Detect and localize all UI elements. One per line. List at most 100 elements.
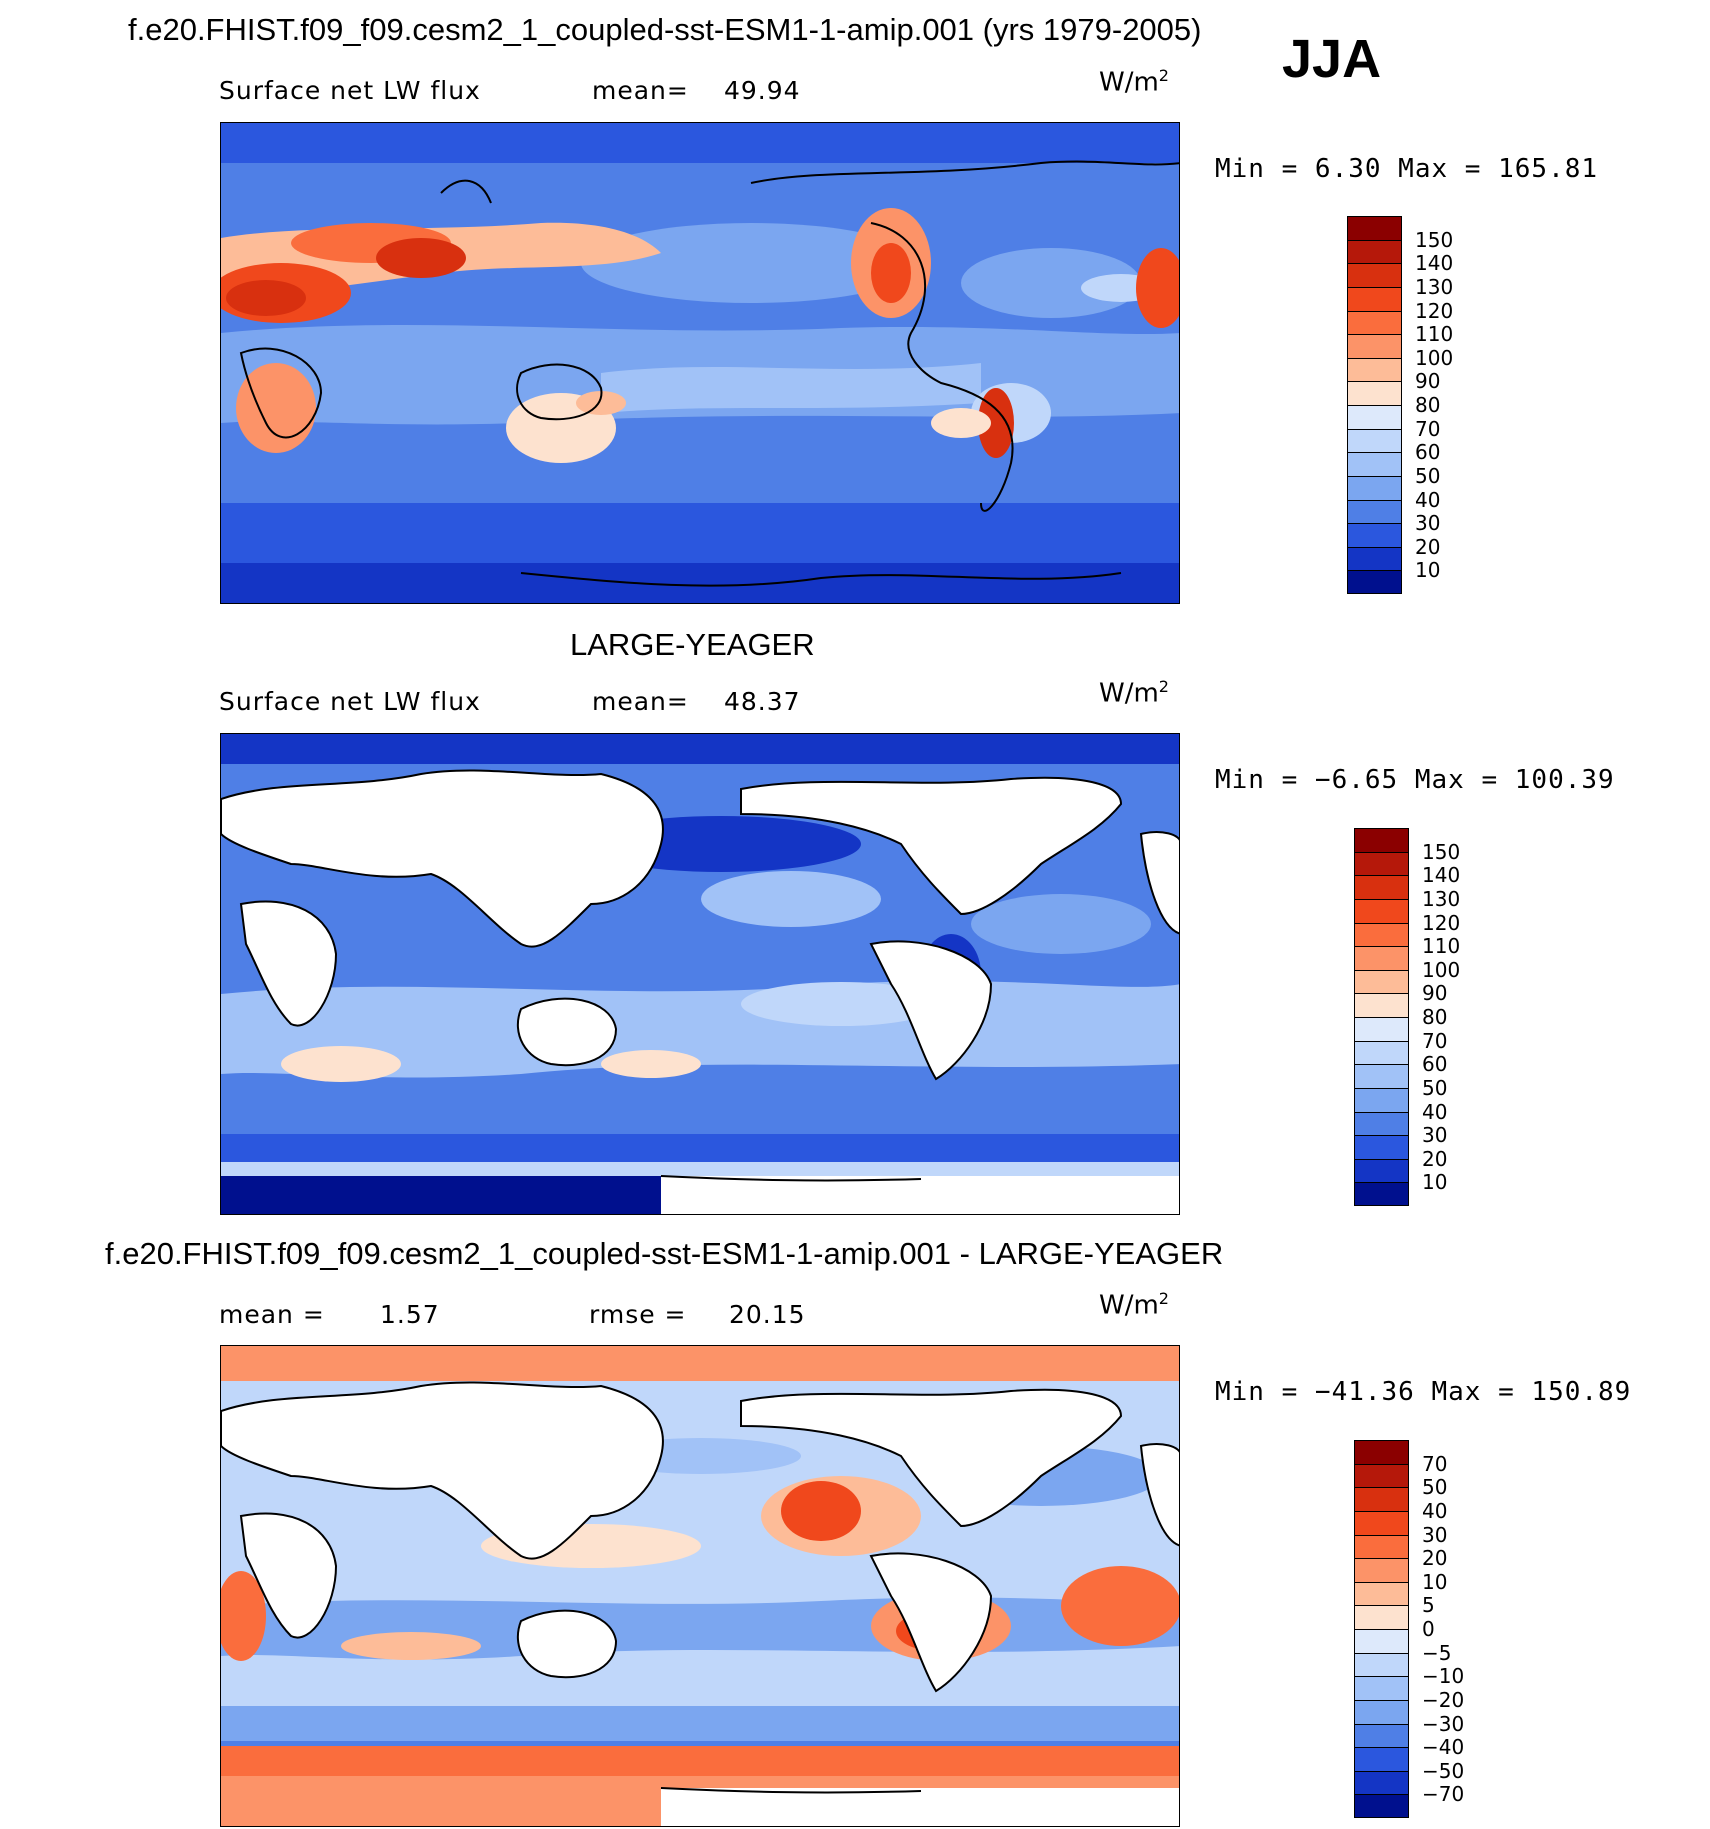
colorbar-tick-label: 40 xyxy=(1422,1099,1448,1124)
panel2-mean-label: mean= xyxy=(592,687,689,716)
colorbar-swatch xyxy=(1354,1558,1409,1582)
colorbar-swatch xyxy=(1354,1510,1409,1535)
colorbar-swatch xyxy=(1347,452,1402,476)
colorbar-tick-label: 50 xyxy=(1422,1475,1448,1500)
colorbar-tick-label: 90 xyxy=(1415,369,1441,394)
panel2-mean-value: 48.37 xyxy=(724,687,801,716)
colorbar-tick-label: 10 xyxy=(1422,1170,1448,1195)
colorbar-tick-label: 10 xyxy=(1415,558,1441,583)
colorbar-swatch xyxy=(1354,993,1409,1017)
colorbar-tick-label: 100 xyxy=(1422,957,1461,982)
colorbar-swatch xyxy=(1354,1182,1409,1206)
colorbar-tick-label: 20 xyxy=(1422,1146,1448,1171)
colorbar-swatch xyxy=(1354,898,1409,923)
colorbar-tick-label: 50 xyxy=(1422,1075,1448,1100)
colorbar-tick-label: 150 xyxy=(1422,839,1461,864)
colorbar-tick-label: 130 xyxy=(1422,886,1461,911)
colorbar-swatch xyxy=(1347,216,1402,240)
colorbar-tick-label: 150 xyxy=(1415,227,1454,252)
colorbar-tick-label: 80 xyxy=(1422,1005,1448,1029)
colorbar-tick-label: 20 xyxy=(1415,534,1441,559)
colorbar-tick-label: 40 xyxy=(1422,1498,1448,1523)
colorbar-tick-label: 70 xyxy=(1422,1028,1448,1053)
colorbar-swatch xyxy=(1347,381,1402,405)
colorbar-tick-label: 90 xyxy=(1422,981,1448,1006)
panel1-variable: Surface net LW flux xyxy=(219,76,481,105)
colorbar-tick-label: 70 xyxy=(1415,416,1441,441)
colorbar-tick-label: 40 xyxy=(1415,487,1441,512)
colorbar-swatch xyxy=(1347,570,1402,594)
colorbar-swatch xyxy=(1347,499,1402,524)
panel3-map xyxy=(220,1345,1180,1827)
colorbar-swatch xyxy=(1354,1463,1409,1488)
colorbar-tick-label: 120 xyxy=(1415,298,1454,323)
panel2-map xyxy=(220,733,1180,1215)
colorbar-swatch xyxy=(1354,1440,1409,1464)
colorbar-tick-label: 30 xyxy=(1415,511,1441,536)
colorbar-swatch xyxy=(1354,1770,1409,1795)
colorbar-swatch xyxy=(1354,875,1409,899)
colorbar-swatch xyxy=(1354,1135,1409,1159)
panel3-units: W/m2 xyxy=(1099,1289,1169,1321)
colorbar-swatch xyxy=(1354,1629,1409,1653)
colorbar-tick-label: 110 xyxy=(1415,322,1454,347)
colorbar-tick-label: 60 xyxy=(1415,440,1441,465)
colorbar-tick-label: 10 xyxy=(1422,1569,1448,1594)
colorbar-swatch xyxy=(1354,1794,1409,1818)
colorbar-swatch xyxy=(1354,1040,1409,1065)
colorbar-swatch xyxy=(1354,1723,1409,1748)
colorbar-tick-label: 140 xyxy=(1415,251,1454,276)
panel2-colorbar xyxy=(1354,828,1409,1206)
colorbar-tick-label: −50 xyxy=(1422,1758,1465,1783)
colorbar-swatch xyxy=(1354,922,1409,947)
panel2-variable: Surface net LW flux xyxy=(219,687,481,716)
colorbar-swatch xyxy=(1354,1017,1409,1041)
panel3-colorbar xyxy=(1354,1440,1409,1818)
colorbar-swatch xyxy=(1347,334,1402,358)
panel3-rmse-label: rmse = xyxy=(589,1300,687,1329)
colorbar-swatch xyxy=(1354,1111,1409,1136)
colorbar-swatch xyxy=(1354,1158,1409,1183)
colorbar-swatch xyxy=(1354,1581,1409,1606)
colorbar-tick-label: −20 xyxy=(1422,1687,1465,1712)
panel1-mean-value: 49.94 xyxy=(724,76,801,105)
colorbar-tick-label: 20 xyxy=(1422,1546,1448,1571)
panel1-colorbar xyxy=(1347,216,1402,594)
colorbar-swatch xyxy=(1354,969,1409,994)
colorbar-swatch xyxy=(1354,1534,1409,1559)
colorbar-tick-label: −30 xyxy=(1422,1711,1465,1736)
panel3-mean-label: mean = xyxy=(219,1300,325,1329)
panel1-units: W/m2 xyxy=(1099,66,1169,98)
colorbar-swatch xyxy=(1347,263,1402,287)
colorbar-swatch xyxy=(1354,1064,1409,1088)
colorbar-swatch xyxy=(1354,1652,1409,1677)
colorbar-tick-label: 70 xyxy=(1422,1451,1448,1476)
season-label: JJA xyxy=(1282,29,1382,89)
panel1-mean-label: mean= xyxy=(592,76,689,105)
panel1-title: f.e20.FHIST.f09_f09.cesm2_1_coupled-sst-… xyxy=(128,12,1202,47)
colorbar-swatch xyxy=(1347,523,1402,547)
panel3-title: f.e20.FHIST.f09_f09.cesm2_1_coupled-sst-… xyxy=(105,1236,1224,1271)
colorbar-swatch xyxy=(1347,428,1402,453)
colorbar-swatch xyxy=(1354,1699,1409,1724)
colorbar-swatch xyxy=(1347,310,1402,335)
colorbar-tick-label: −40 xyxy=(1422,1735,1465,1760)
colorbar-swatch xyxy=(1347,405,1402,429)
colorbar-swatch xyxy=(1354,1676,1409,1700)
colorbar-tick-label: 110 xyxy=(1422,934,1461,959)
panel2-title: LARGE-YEAGER xyxy=(570,627,815,662)
colorbar-tick-label: 80 xyxy=(1415,393,1441,417)
colorbar-tick-label: 0 xyxy=(1422,1617,1435,1641)
colorbar-tick-label: −10 xyxy=(1422,1664,1465,1689)
colorbar-swatch xyxy=(1347,475,1402,500)
colorbar-swatch xyxy=(1354,828,1409,852)
colorbar-swatch xyxy=(1347,286,1402,311)
colorbar-swatch xyxy=(1347,357,1402,382)
panel3-min-max: Min = −41.36 Max = 150.89 xyxy=(1215,1377,1632,1407)
colorbar-swatch xyxy=(1354,1087,1409,1112)
panel3-rmse-value: 20.15 xyxy=(729,1300,806,1329)
colorbar-tick-label: 120 xyxy=(1422,910,1461,935)
colorbar-tick-label: 30 xyxy=(1422,1123,1448,1148)
colorbar-swatch xyxy=(1354,1487,1409,1511)
panel2-units: W/m2 xyxy=(1099,677,1169,709)
